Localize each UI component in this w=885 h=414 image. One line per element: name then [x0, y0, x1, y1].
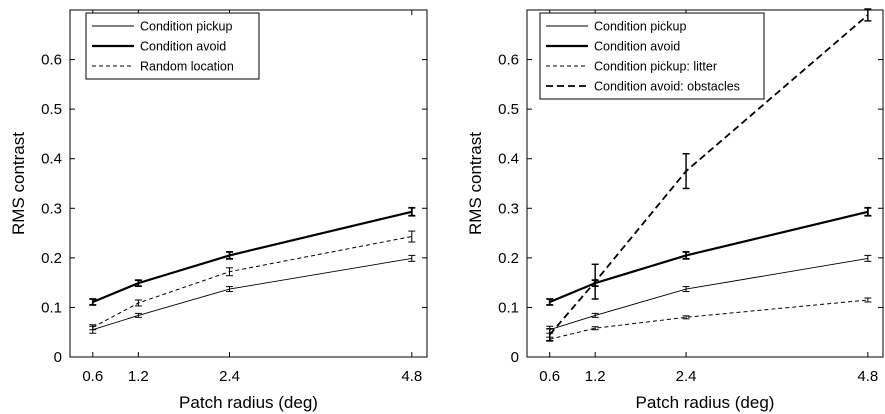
- x-tick-label: 1.2: [128, 368, 149, 385]
- legend-entry: Condition pickup: [594, 20, 686, 34]
- legend-entry: Condition pickup: litter: [594, 60, 717, 74]
- x-tick-label: 4.8: [401, 368, 422, 385]
- y-tick-label: 0.2: [498, 250, 519, 267]
- right-chart-panel: 0 0.1 0.2 0.3 0.4 0.5 0.6 0.6 1.2 2.4 4.8 Patch rad…: [466, 8, 884, 412]
- x-tick-label: 0.6: [82, 368, 103, 385]
- x-tick-label: 2.4: [676, 368, 697, 385]
- x-tick-label: 4.8: [857, 368, 878, 385]
- y-tick-label: 0: [54, 349, 62, 366]
- y-tick-label: 0.2: [41, 250, 62, 267]
- series-line: [549, 257, 868, 331]
- x-axis-label: Patch radius (deg): [179, 393, 318, 412]
- y-tick-label: 0.6: [41, 52, 62, 69]
- plot-frame: [69, 9, 428, 358]
- y-tick-label: 0.5: [41, 101, 62, 118]
- y-tick-label: 0: [511, 349, 519, 366]
- y-tick-label: 0.3: [41, 200, 62, 217]
- legend-entry: Condition avoid: obstacles: [594, 80, 740, 94]
- series-line: [549, 210, 869, 304]
- y-axis-label: RMS contrast: [466, 132, 485, 235]
- series-line: [92, 257, 412, 331]
- x-tick-label: 2.4: [219, 368, 240, 385]
- y-tick-label: 0.3: [498, 200, 519, 217]
- y-tick-label: 0.4: [498, 151, 519, 168]
- left-chart-panel: 0 0.1 0.2 0.3 0.4 0.5 0.6 0.6 1.2 2.4 4.8 Patch rad…: [9, 9, 428, 412]
- x-tick-label: 1.2: [585, 368, 606, 385]
- series-line: [92, 236, 412, 328]
- y-axis-label: RMS contrast: [9, 132, 28, 235]
- legend-entry: Condition pickup: [140, 20, 232, 34]
- series-line: [92, 210, 413, 304]
- legend-entry: Condition avoid: [594, 40, 680, 54]
- y-tick-label: 0.1: [41, 299, 62, 316]
- plot-frame: [526, 9, 884, 358]
- legend-entry: Random location: [140, 60, 234, 74]
- series-line: [549, 14, 869, 336]
- y-tick-label: 0.1: [498, 299, 519, 316]
- y-tick-label: 0.4: [41, 151, 62, 168]
- y-tick-label: 0.6: [498, 52, 519, 69]
- x-tick-label: 0.6: [539, 368, 560, 385]
- x-axis-label: Patch radius (deg): [636, 393, 775, 412]
- series-line: [549, 299, 868, 340]
- y-tick-label: 0.5: [498, 101, 519, 118]
- legend-box: [539, 12, 765, 100]
- legend-entry: Condition avoid: [140, 40, 226, 54]
